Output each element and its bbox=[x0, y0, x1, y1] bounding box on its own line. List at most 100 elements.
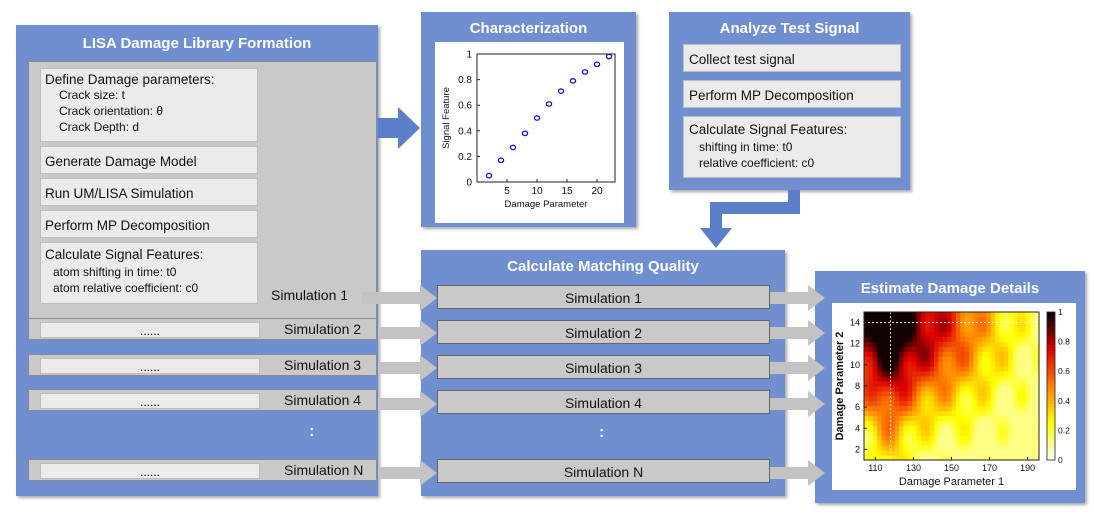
heatmap-cell bbox=[982, 351, 987, 357]
heatmap-cell bbox=[1025, 381, 1031, 387]
colorbar-segment bbox=[1047, 418, 1055, 422]
heatmap-cell bbox=[907, 395, 913, 402]
colorbar-segment bbox=[1047, 421, 1055, 425]
heatmap-cell bbox=[1008, 425, 1014, 431]
colorbar-tick-label: 1 bbox=[1058, 307, 1063, 317]
heatmap-cell bbox=[969, 415, 974, 421]
heatmap-cell bbox=[1025, 450, 1031, 456]
heatmap-cell bbox=[995, 390, 1001, 397]
heatmap-cell bbox=[894, 341, 900, 347]
colorbar-segment bbox=[1047, 383, 1055, 387]
match-label-2: Simulation 2 bbox=[564, 325, 643, 341]
heatmap-cell bbox=[929, 430, 935, 436]
heatmap-cell bbox=[969, 390, 974, 397]
heatmap-cell bbox=[1017, 371, 1022, 377]
heatmap-cell bbox=[938, 430, 944, 436]
heatmap-cell bbox=[868, 450, 874, 456]
heatmap-cell bbox=[942, 430, 948, 436]
heatmap-cell bbox=[916, 410, 922, 416]
heatmap-cell bbox=[955, 336, 961, 342]
heatmap-cell bbox=[951, 371, 957, 377]
heatmap-cell bbox=[907, 346, 913, 352]
heatmap-cell bbox=[1034, 435, 1040, 441]
heatmap-cell bbox=[947, 326, 952, 333]
heatmap-cell bbox=[951, 450, 957, 456]
heatmap-cell bbox=[947, 400, 952, 407]
heatmap-cell bbox=[1030, 312, 1036, 318]
heatmap-cell bbox=[877, 415, 882, 421]
heatmap-cell bbox=[899, 331, 904, 338]
heatmap-cell bbox=[1008, 390, 1014, 397]
heatmap-cell bbox=[872, 312, 878, 318]
heatmap-cell bbox=[951, 415, 957, 421]
heatmap-cell bbox=[1008, 405, 1014, 412]
heatmap-cell bbox=[868, 435, 874, 441]
heatmap-cell bbox=[894, 450, 900, 456]
heatmap-cell bbox=[986, 312, 992, 318]
heatmap-cell bbox=[973, 371, 979, 377]
heatmap-cell bbox=[920, 361, 926, 367]
heatmap-cell bbox=[899, 351, 904, 357]
heatmap-cell bbox=[990, 425, 996, 431]
heatmap-cell bbox=[1008, 435, 1014, 441]
colorbar-segment bbox=[1047, 457, 1055, 461]
heatmap-cell bbox=[894, 316, 900, 323]
heatmap-cell bbox=[1008, 371, 1014, 377]
heatmap-cell bbox=[982, 445, 987, 451]
colorbar-segment bbox=[1047, 344, 1055, 348]
heatmap-cell bbox=[969, 351, 974, 357]
heatmap-cell bbox=[1021, 361, 1027, 367]
heatmap-cell bbox=[912, 440, 917, 446]
heatmap-cell bbox=[1004, 361, 1009, 367]
heatmap-cell bbox=[925, 341, 931, 347]
heatmap-cell bbox=[942, 371, 948, 377]
heatmap-cell bbox=[864, 341, 869, 347]
data-point bbox=[521, 130, 529, 137]
heatmap-cell bbox=[907, 321, 913, 328]
heatmap-cell bbox=[877, 410, 882, 416]
heatmap-cell bbox=[1008, 386, 1014, 392]
heatmap-cell bbox=[951, 400, 957, 407]
heatmap-cell bbox=[894, 312, 900, 318]
heatmap-cell bbox=[969, 425, 974, 431]
colorbar-segment bbox=[1047, 424, 1055, 428]
heatmap-cell bbox=[1021, 386, 1027, 392]
heatmap-cell bbox=[960, 346, 966, 352]
heatmap-cell bbox=[942, 366, 948, 372]
x-tick-label: 130 bbox=[906, 463, 921, 473]
heatmap-cell bbox=[864, 445, 869, 451]
heatmap-cell bbox=[916, 346, 922, 352]
heatmap-cell bbox=[877, 381, 882, 387]
heatmap-cell bbox=[916, 450, 922, 456]
heatmap-cell bbox=[899, 381, 904, 387]
heatmap-cell bbox=[872, 410, 878, 416]
heatmap-cell bbox=[899, 390, 904, 397]
heatmap-cell bbox=[938, 381, 944, 387]
heatmap-cell bbox=[934, 400, 939, 407]
heatmap-cell bbox=[1008, 326, 1014, 333]
heatmap-cell bbox=[938, 390, 944, 397]
heatmap-cell bbox=[929, 336, 935, 342]
heatmap-cell bbox=[925, 425, 931, 431]
heatmap-cell bbox=[973, 420, 979, 426]
heatmap-cell bbox=[864, 381, 869, 387]
heatmap-cell bbox=[1034, 376, 1040, 382]
heatmap-cell bbox=[938, 316, 944, 323]
heatmap-cell bbox=[925, 386, 931, 392]
heatmap-cell bbox=[907, 316, 913, 323]
heatmap-cell bbox=[885, 321, 891, 328]
colorbar-tick-label: 0 bbox=[1058, 455, 1063, 465]
heatmap-cell bbox=[912, 415, 917, 421]
heatmap-cell bbox=[1025, 341, 1031, 347]
heatmap-cell bbox=[1012, 395, 1018, 402]
heatmap-cell bbox=[934, 386, 939, 392]
heatmap-cell bbox=[951, 341, 957, 347]
heatmap-cell bbox=[1030, 351, 1036, 357]
heatmap-cell bbox=[977, 341, 983, 347]
heatmap-cell bbox=[877, 321, 882, 328]
heatmap-cell bbox=[1034, 410, 1040, 416]
heatmap-cell bbox=[934, 356, 939, 362]
heatmap-cell bbox=[881, 341, 887, 347]
y-tick-label: 0 bbox=[466, 178, 472, 189]
heatmap-cell bbox=[916, 341, 922, 347]
